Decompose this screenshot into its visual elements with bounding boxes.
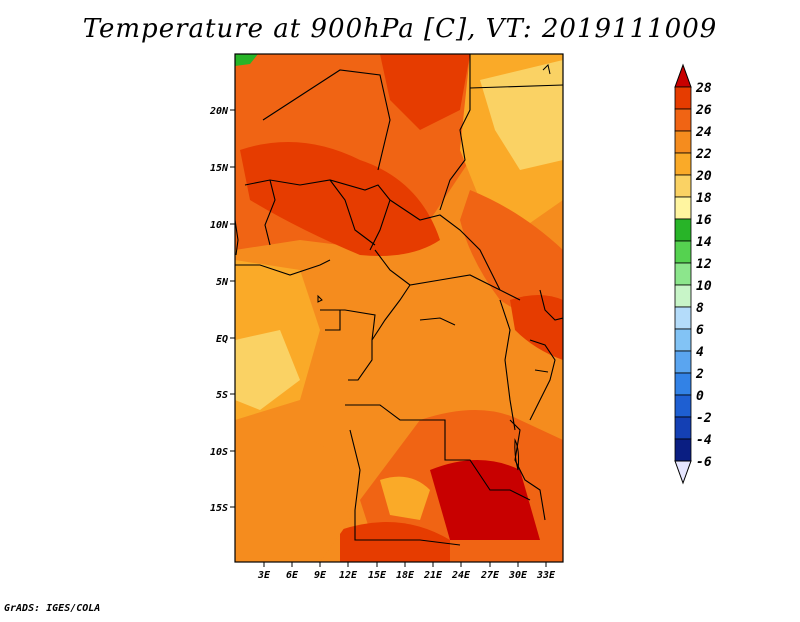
colorbar-arrow-bottom (674, 460, 692, 485)
lat-label: 15S (210, 503, 228, 514)
lon-label: 30E (508, 570, 528, 581)
colorbar-box (674, 306, 692, 330)
colorbar-box (674, 394, 692, 418)
map-frame (234, 53, 564, 563)
map-title: Temperature at 900hPa [C], VT: 201911100… (82, 14, 718, 44)
colorbar-label: 2 (695, 367, 704, 382)
lon-label: 6E (286, 570, 299, 581)
colorbar-label: 14 (696, 235, 712, 250)
lon-label: 33E (536, 570, 556, 581)
longitude-axis: 3E 6E 9E 12E 15E 18E 21E 24E 27E 30E 33E (257, 562, 556, 581)
lat-label: 20N (209, 106, 229, 117)
colorbar-box (674, 240, 692, 264)
colorbar-label: 16 (696, 213, 712, 228)
lat-label: 10S (210, 447, 228, 458)
latitude-axis: 20N 15N 10N 5N EQ 5S 10S 15S (209, 106, 235, 514)
colorbar-box (674, 328, 692, 352)
colorbar-box (674, 438, 692, 462)
lon-label: 27E (480, 570, 500, 581)
colorbar-label: -4 (696, 433, 712, 448)
colorbar-label: 10 (696, 279, 712, 294)
colorbar-box (674, 174, 692, 198)
colorbar-label: 12 (696, 257, 712, 272)
colorbar-box (674, 108, 692, 132)
lon-label: 9E (314, 570, 327, 581)
lon-label: 3E (257, 570, 271, 581)
colorbar-arrow-top (674, 63, 692, 88)
colorbar-label: -2 (696, 411, 712, 426)
colorbar-box (674, 350, 692, 374)
lat-label: 15N (210, 163, 229, 174)
lake-outlines (317, 64, 551, 471)
lat-label: 5S (216, 390, 228, 401)
colorbar-label: 8 (696, 301, 704, 316)
lon-label: 18E (396, 570, 415, 581)
lat-label: 10N (210, 220, 229, 231)
colorbar-box (674, 152, 692, 176)
colorbar-box (674, 196, 692, 220)
colorbar-box (674, 284, 692, 308)
lon-label: 24E (451, 570, 471, 581)
grads-credit: GrADS: IGES/COLA (4, 603, 101, 614)
colorbar-label: 0 (696, 389, 704, 404)
lon-label: 12E (339, 570, 358, 581)
colorbar-label: 22 (695, 147, 712, 162)
lon-label: 15E (368, 570, 387, 581)
colorbar-box (674, 86, 692, 110)
colorbar-label: 20 (695, 169, 712, 184)
colorbar-label: 18 (696, 191, 712, 206)
temperature-field (235, 54, 563, 562)
colorbar-box (674, 130, 692, 154)
lat-label: EQ (216, 334, 228, 345)
colorbar-label: 26 (695, 103, 712, 118)
colorbar-label: 28 (695, 81, 712, 96)
lon-label: 21E (423, 570, 443, 581)
colorbar-box (674, 372, 692, 396)
country-borders (235, 54, 563, 546)
colorbar-label: 24 (695, 125, 712, 140)
colorbar-label: 4 (696, 345, 704, 360)
colorbar-box (674, 262, 692, 286)
colorbar-label: 6 (696, 323, 704, 338)
colorbar-label: -6 (696, 455, 712, 470)
colorbar-box (674, 416, 692, 440)
colorbar-box (674, 218, 692, 242)
lat-label: 5N (216, 277, 229, 288)
